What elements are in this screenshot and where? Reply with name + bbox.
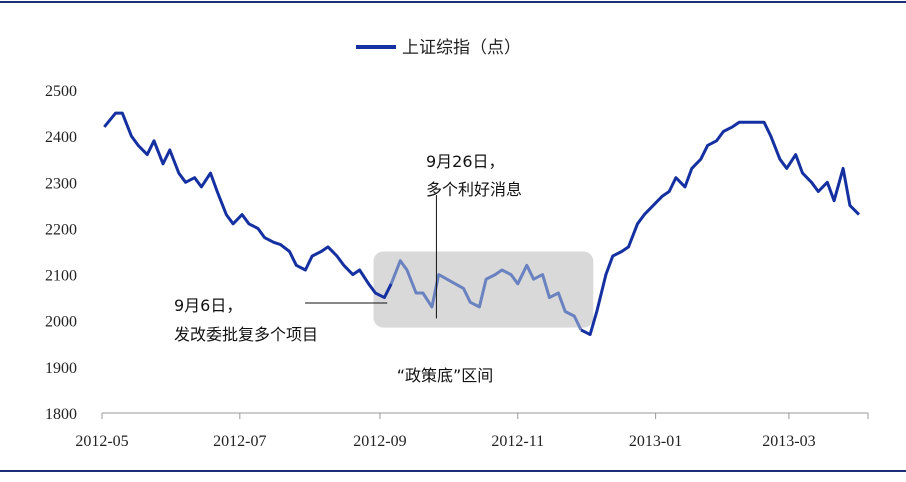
legend-label: 上证综指（点） bbox=[402, 38, 521, 58]
series-line-before bbox=[103, 111, 393, 300]
series-line-after bbox=[580, 120, 861, 337]
y-tick-label: 2000 bbox=[45, 314, 77, 331]
x-tick-label: 2012-05 bbox=[75, 433, 128, 450]
y-tick-label: 1900 bbox=[45, 360, 77, 377]
y-tick-label: 2400 bbox=[45, 129, 77, 146]
annotation-sep26-line1: 9月26日， bbox=[426, 152, 505, 171]
annotation-sep26-line2: 多个利好消息 bbox=[426, 180, 522, 199]
y-tick-label: 2300 bbox=[45, 175, 77, 192]
x-tick-label: 2013-01 bbox=[629, 433, 682, 450]
series-line-policy-bottom bbox=[389, 259, 583, 331]
annotation-sep6-line2: 发改委批复多个项目 bbox=[174, 325, 318, 344]
x-tick-label: 2013-03 bbox=[762, 433, 815, 450]
annotation-sep6-line1: 9月6日， bbox=[174, 296, 242, 315]
y-tick-label: 2500 bbox=[45, 83, 77, 100]
x-tick-label: 2012-09 bbox=[353, 433, 406, 450]
y-tick-label: 2200 bbox=[45, 221, 77, 238]
x-tick-label: 2012-11 bbox=[491, 433, 544, 450]
policy-bottom-label: “政策底”区间 bbox=[397, 366, 494, 385]
x-tick-label: 2012-07 bbox=[213, 433, 266, 450]
y-tick-label: 1800 bbox=[45, 406, 77, 423]
y-tick-label: 2100 bbox=[45, 268, 77, 285]
